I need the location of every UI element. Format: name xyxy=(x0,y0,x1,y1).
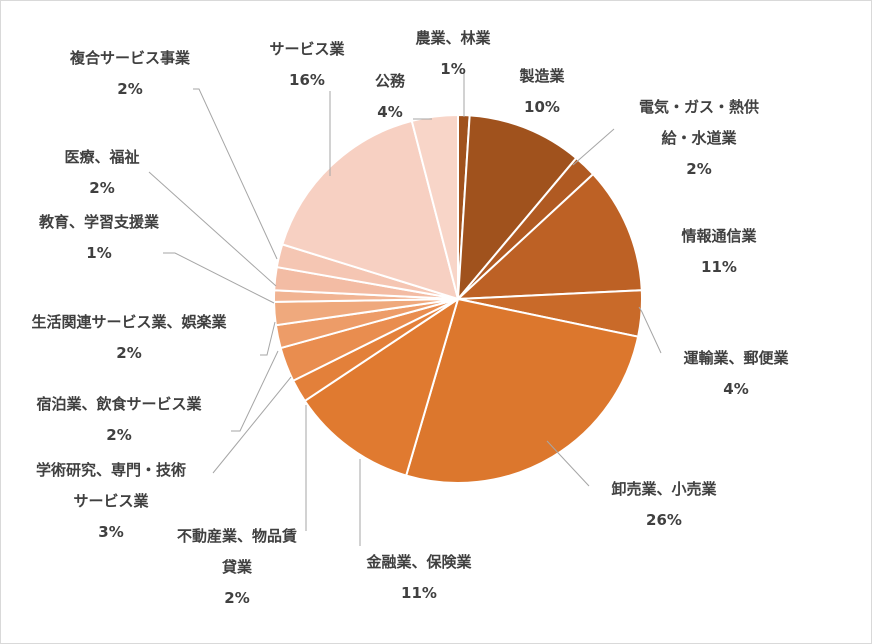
leader-line xyxy=(260,321,276,356)
pie-slices xyxy=(272,113,643,484)
slice-percent-label: 16% xyxy=(289,71,325,89)
slice-percent-label: 3% xyxy=(98,523,123,541)
leader-lines xyxy=(148,73,662,546)
slice-category-label: 貸業 xyxy=(222,558,253,576)
pie-slice xyxy=(281,119,460,301)
slice-category-label: サービス業 xyxy=(269,40,345,58)
leader-line xyxy=(231,350,279,432)
slice-category-label: 製造業 xyxy=(518,67,565,85)
slice-category-label: 宿泊業、飲食サービス業 xyxy=(36,395,202,413)
slice-category-label: 電気・ガス・熱供 xyxy=(639,98,759,116)
slice-percent-label: 2% xyxy=(224,589,249,607)
slice-percent-label: 1% xyxy=(440,60,465,78)
slice-percent-label: 2% xyxy=(106,426,131,444)
pie-slice xyxy=(455,172,643,301)
slice-percent-label: 10% xyxy=(524,98,560,116)
slice-percent-label: 2% xyxy=(686,160,711,178)
slice-percent-label: 2% xyxy=(116,344,141,362)
slice-labels: 農業、林業 1% 製造業 10% 電気・ガス・熱供給・水道業 2% 情報通信業 11% 運輸業、… xyxy=(31,29,789,607)
slice-category-label: 教育、学習支援業 xyxy=(38,213,160,231)
leader-line xyxy=(193,88,278,260)
slice-category-label: 生活関連サービス業、娯楽業 xyxy=(31,313,227,331)
slice-percent-label: 2% xyxy=(89,179,114,197)
slice-percent-label: 4% xyxy=(723,380,748,398)
slice-category-label: 不動産業、物品賃 xyxy=(177,527,297,545)
leader-line xyxy=(572,128,615,166)
slice-category-label: サービス業 xyxy=(73,492,149,510)
slice-category-label: 運輸業、郵便業 xyxy=(683,349,789,367)
leader-line xyxy=(163,252,275,304)
slice-percent-label: 4% xyxy=(377,103,402,121)
slice-percent-label: 2% xyxy=(117,80,142,98)
slice-category-label: 金融業、保険業 xyxy=(365,553,472,571)
pie-slice xyxy=(456,114,578,302)
slice-category-label: 農業、林業 xyxy=(415,29,491,47)
slice-category-label: 卸売業、小売業 xyxy=(611,480,717,498)
slice-category-label: 情報通信業 xyxy=(681,227,757,245)
leader-line xyxy=(546,440,590,487)
slice-category-label: 医療、福祉 xyxy=(64,148,139,166)
slice-category-label: 複合サービス事業 xyxy=(69,49,191,67)
slice-category-label: 公務 xyxy=(375,72,406,90)
pie-slice xyxy=(303,296,460,477)
slice-percent-label: 26% xyxy=(646,511,682,529)
slice-percent-label: 11% xyxy=(401,584,437,602)
leader-line xyxy=(638,306,662,354)
leader-line xyxy=(148,171,277,287)
slice-category-label: 給・水道業 xyxy=(661,129,737,147)
slice-percent-label: 1% xyxy=(86,244,111,262)
pie-slice xyxy=(410,113,459,300)
leader-line xyxy=(212,376,292,474)
slice-category-label: 学術研究、専門・技術 xyxy=(36,461,186,479)
pie-slice xyxy=(404,297,640,484)
slice-percent-label: 11% xyxy=(701,258,737,276)
